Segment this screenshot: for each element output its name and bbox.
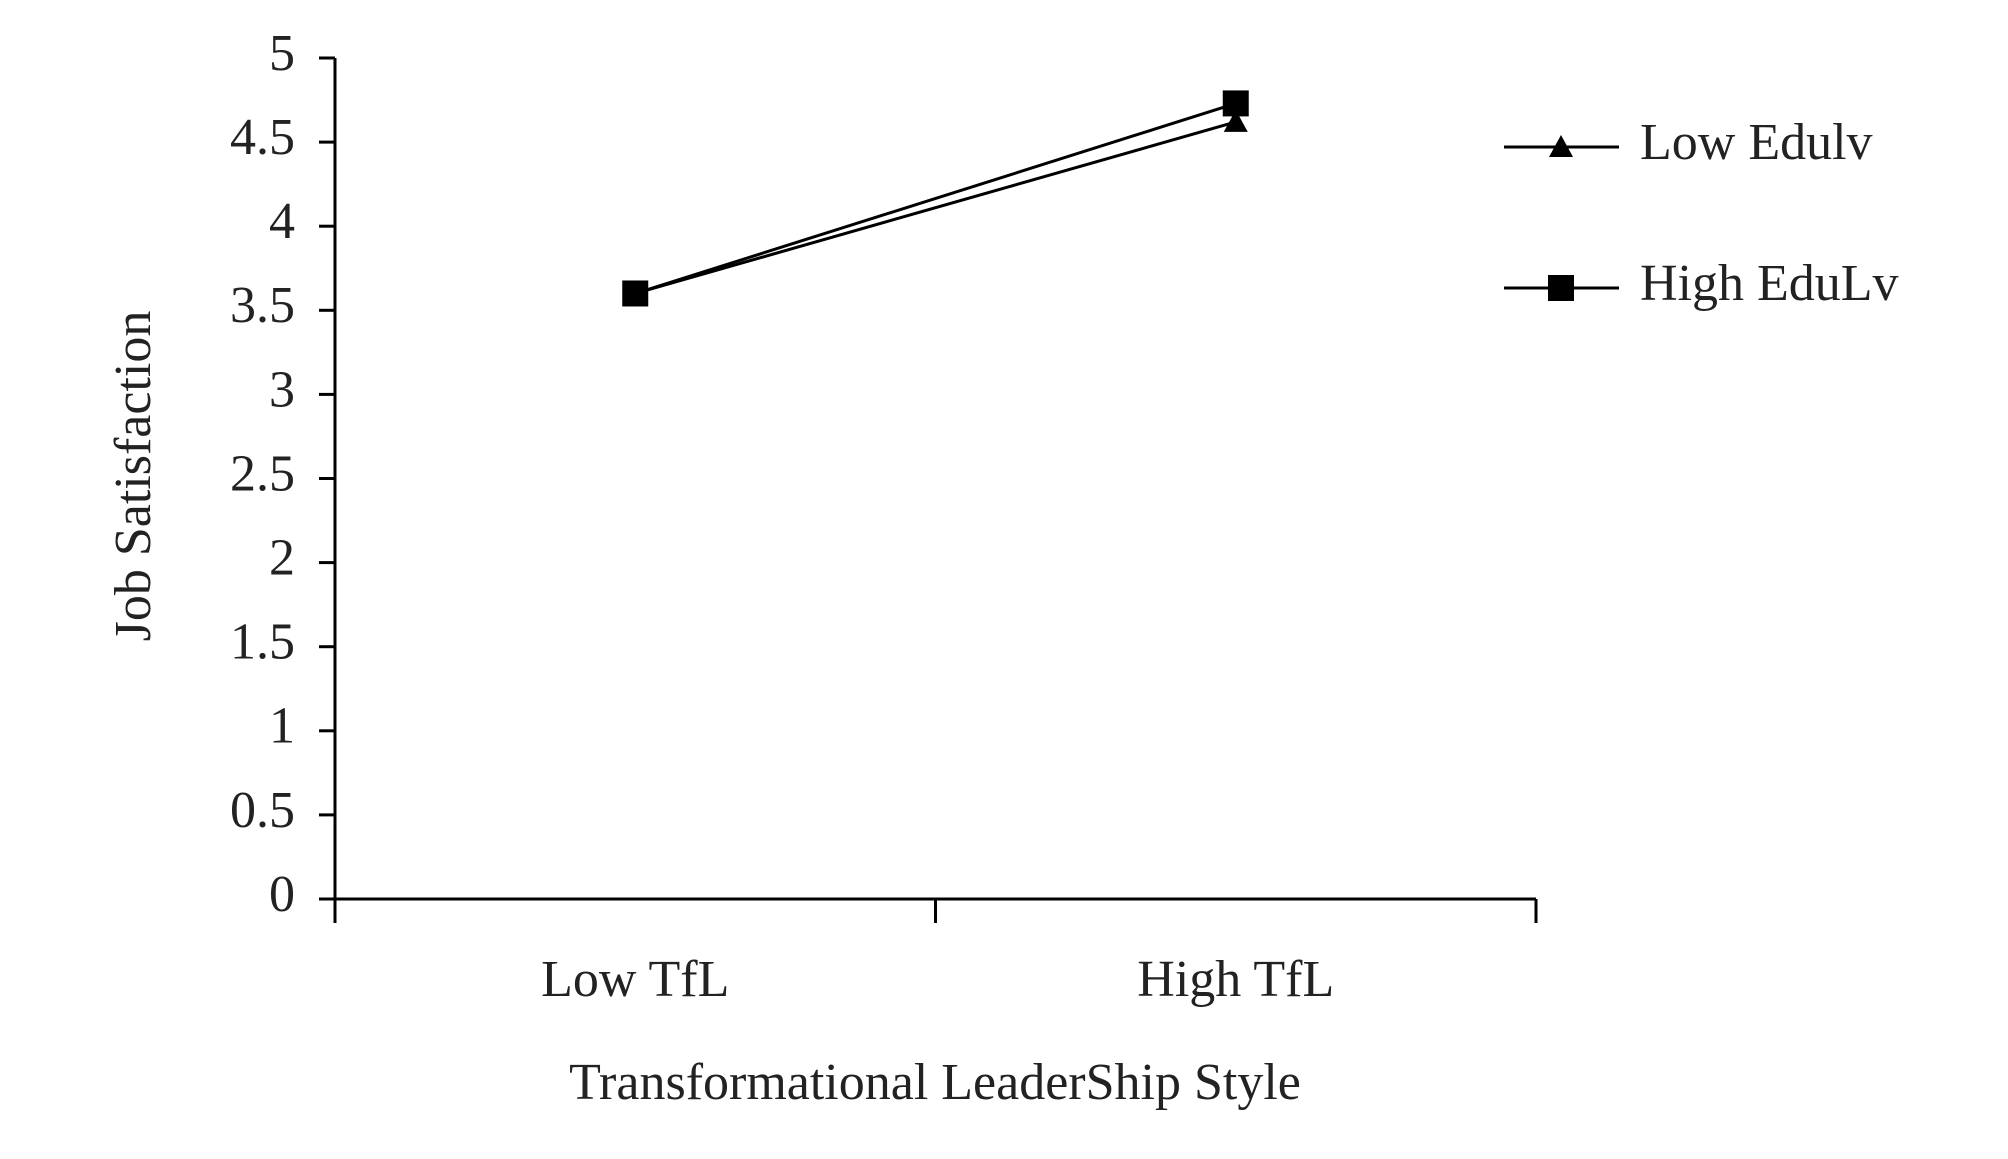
y-tick-label: 4.5 bbox=[230, 109, 295, 166]
y-tick-label: 3.5 bbox=[230, 277, 295, 334]
x-tick-label: High TfL bbox=[1137, 951, 1334, 1008]
marker bbox=[622, 280, 649, 307]
legend-label: Low Edulv bbox=[1640, 114, 1873, 171]
y-tick-label: 2.5 bbox=[230, 445, 295, 502]
series-line bbox=[634, 120, 1237, 295]
marker bbox=[1549, 135, 1573, 157]
y-tick-label: 0 bbox=[269, 866, 295, 923]
y-tick-label: 1 bbox=[269, 698, 295, 755]
y-axis-title: Job Satisfaction bbox=[105, 311, 162, 642]
y-tick-label: 0.5 bbox=[230, 782, 295, 839]
y-tick-label: 2 bbox=[269, 530, 295, 587]
series-line bbox=[634, 101, 1237, 295]
x-axis-title: Transformational LeaderShip Style bbox=[569, 1054, 1301, 1111]
marker bbox=[1223, 109, 1248, 132]
y-tick-label: 3 bbox=[269, 361, 295, 418]
x-tick-label: Low TfL bbox=[541, 951, 729, 1008]
marker bbox=[1222, 90, 1249, 117]
y-tick-label: 1.5 bbox=[230, 614, 295, 671]
legend-label: High EduLv bbox=[1640, 255, 1899, 312]
y-tick-label: 5 bbox=[269, 25, 295, 82]
marker bbox=[1548, 275, 1574, 301]
y-tick-label: 4 bbox=[269, 193, 295, 250]
